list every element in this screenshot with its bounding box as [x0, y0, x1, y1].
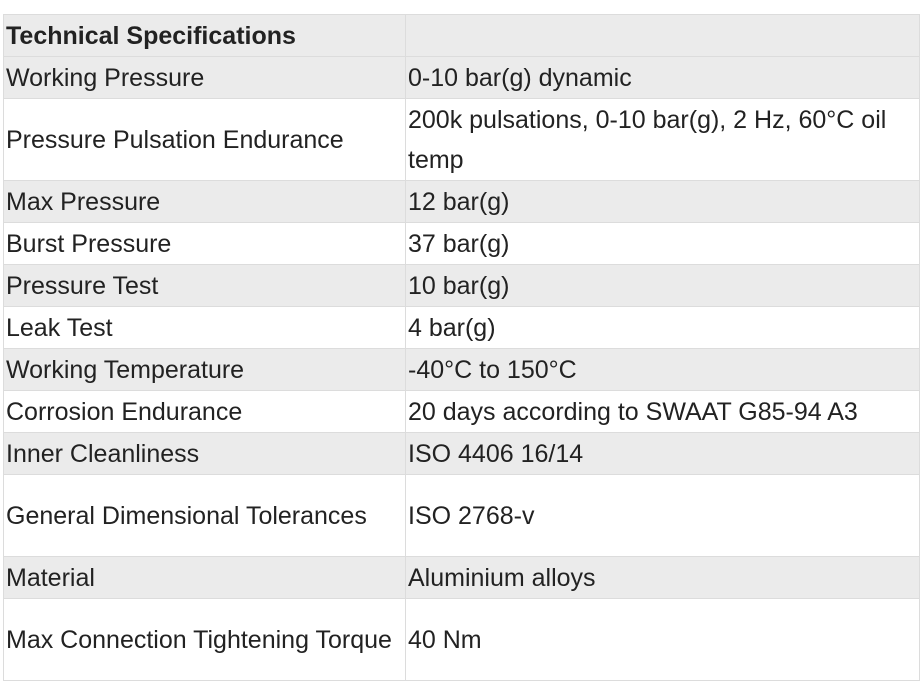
spec-row: Material Aluminium alloys — [3, 556, 920, 599]
header-empty-cell — [405, 14, 920, 57]
spec-row: Pressure Test 10 bar(g) — [3, 264, 920, 307]
spec-row: Pressure Pulsation Endurance 200k pulsati… — [3, 98, 920, 181]
spec-value: 12 bar(g) — [405, 180, 920, 223]
spec-row: Corrosion Endurance 20 days according to … — [3, 390, 920, 433]
spec-table: Technical Specifications Working Pressur… — [3, 14, 920, 681]
table-title: Technical Specifications — [3, 14, 406, 57]
spec-value: ISO 2768-v — [405, 474, 920, 557]
spec-row: Working Pressure 0-10 bar(g) dynamic — [3, 56, 920, 99]
spec-label: Inner Cleanliness — [3, 432, 406, 475]
spec-label: Max Pressure — [3, 180, 406, 223]
spec-row: Inner Cleanliness ISO 4406 16/14 — [3, 432, 920, 475]
header-row: Technical Specifications — [3, 14, 920, 57]
spec-row: Burst Pressure 37 bar(g) — [3, 222, 920, 265]
spec-label: Pressure Test — [3, 264, 406, 307]
spec-label: Pressure Pulsation Endurance — [3, 98, 406, 181]
spec-value: 4 bar(g) — [405, 306, 920, 349]
spec-row: Max Pressure 12 bar(g) — [3, 180, 920, 223]
spec-label: Burst Pressure — [3, 222, 406, 265]
spec-label: Corrosion Endurance — [3, 390, 406, 433]
spec-value: 37 bar(g) — [405, 222, 920, 265]
spec-label: Working Temperature — [3, 348, 406, 391]
spec-row: Leak Test 4 bar(g) — [3, 306, 920, 349]
spec-value: 10 bar(g) — [405, 264, 920, 307]
spec-value: Aluminium alloys — [405, 556, 920, 599]
spec-row: Max Connection Tightening Torque 40 Nm — [3, 598, 920, 681]
spec-label: Leak Test — [3, 306, 406, 349]
spec-row: Working Temperature -40°C to 150°C — [3, 348, 920, 391]
spec-value: 200k pulsations, 0-10 bar(g), 2 Hz, 60°C… — [405, 98, 920, 181]
spec-label: General Dimensional Tolerances — [3, 474, 406, 557]
spec-label: Material — [3, 556, 406, 599]
spec-value: 0-10 bar(g) dynamic — [405, 56, 920, 99]
spec-label: Working Pressure — [3, 56, 406, 99]
spec-value: -40°C to 150°C — [405, 348, 920, 391]
spec-value: ISO 4406 16/14 — [405, 432, 920, 475]
spec-label: Max Connection Tightening Torque — [3, 598, 406, 681]
spec-row: General Dimensional Tolerances ISO 2768-v — [3, 474, 920, 557]
spec-value: 20 days according to SWAAT G85-94 A3 — [405, 390, 920, 433]
spec-value: 40 Nm — [405, 598, 920, 681]
